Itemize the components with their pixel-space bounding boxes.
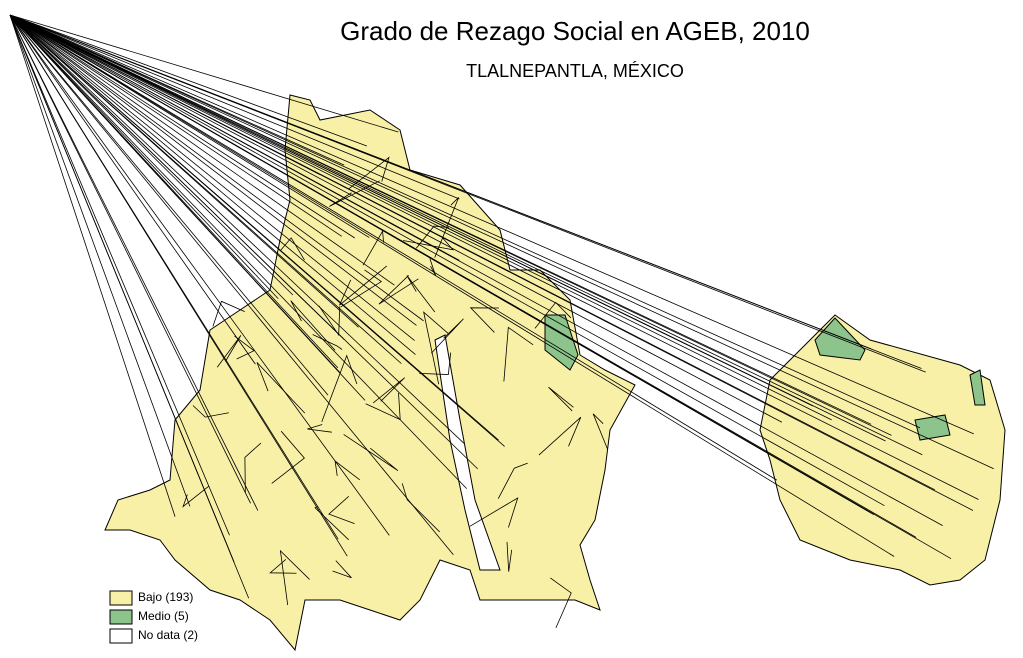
legend: Bajo (193) Medio (5) No data (2) bbox=[110, 590, 198, 643]
map-title: Grado de Rezago Social en AGEB, 2010 bbox=[340, 16, 810, 46]
legend-label: Medio (5) bbox=[138, 609, 189, 623]
map: Grado de Rezago Social en AGEB, 2010 TLA… bbox=[0, 0, 1023, 658]
map-subtitle: TLALNEPANTLA, MÉXICO bbox=[466, 61, 684, 81]
ray-line bbox=[10, 15, 258, 511]
ray-line bbox=[10, 15, 230, 535]
regions bbox=[105, 95, 1005, 650]
legend-label: Bajo (193) bbox=[138, 590, 193, 604]
ray-line bbox=[10, 15, 293, 295]
legend-swatch bbox=[110, 629, 132, 643]
ray-line bbox=[10, 15, 175, 517]
legend-label: No data (2) bbox=[138, 628, 198, 642]
ray-line bbox=[10, 15, 278, 299]
medio-area bbox=[915, 415, 950, 440]
legend-swatch bbox=[110, 610, 132, 624]
legend-swatch bbox=[110, 591, 132, 605]
